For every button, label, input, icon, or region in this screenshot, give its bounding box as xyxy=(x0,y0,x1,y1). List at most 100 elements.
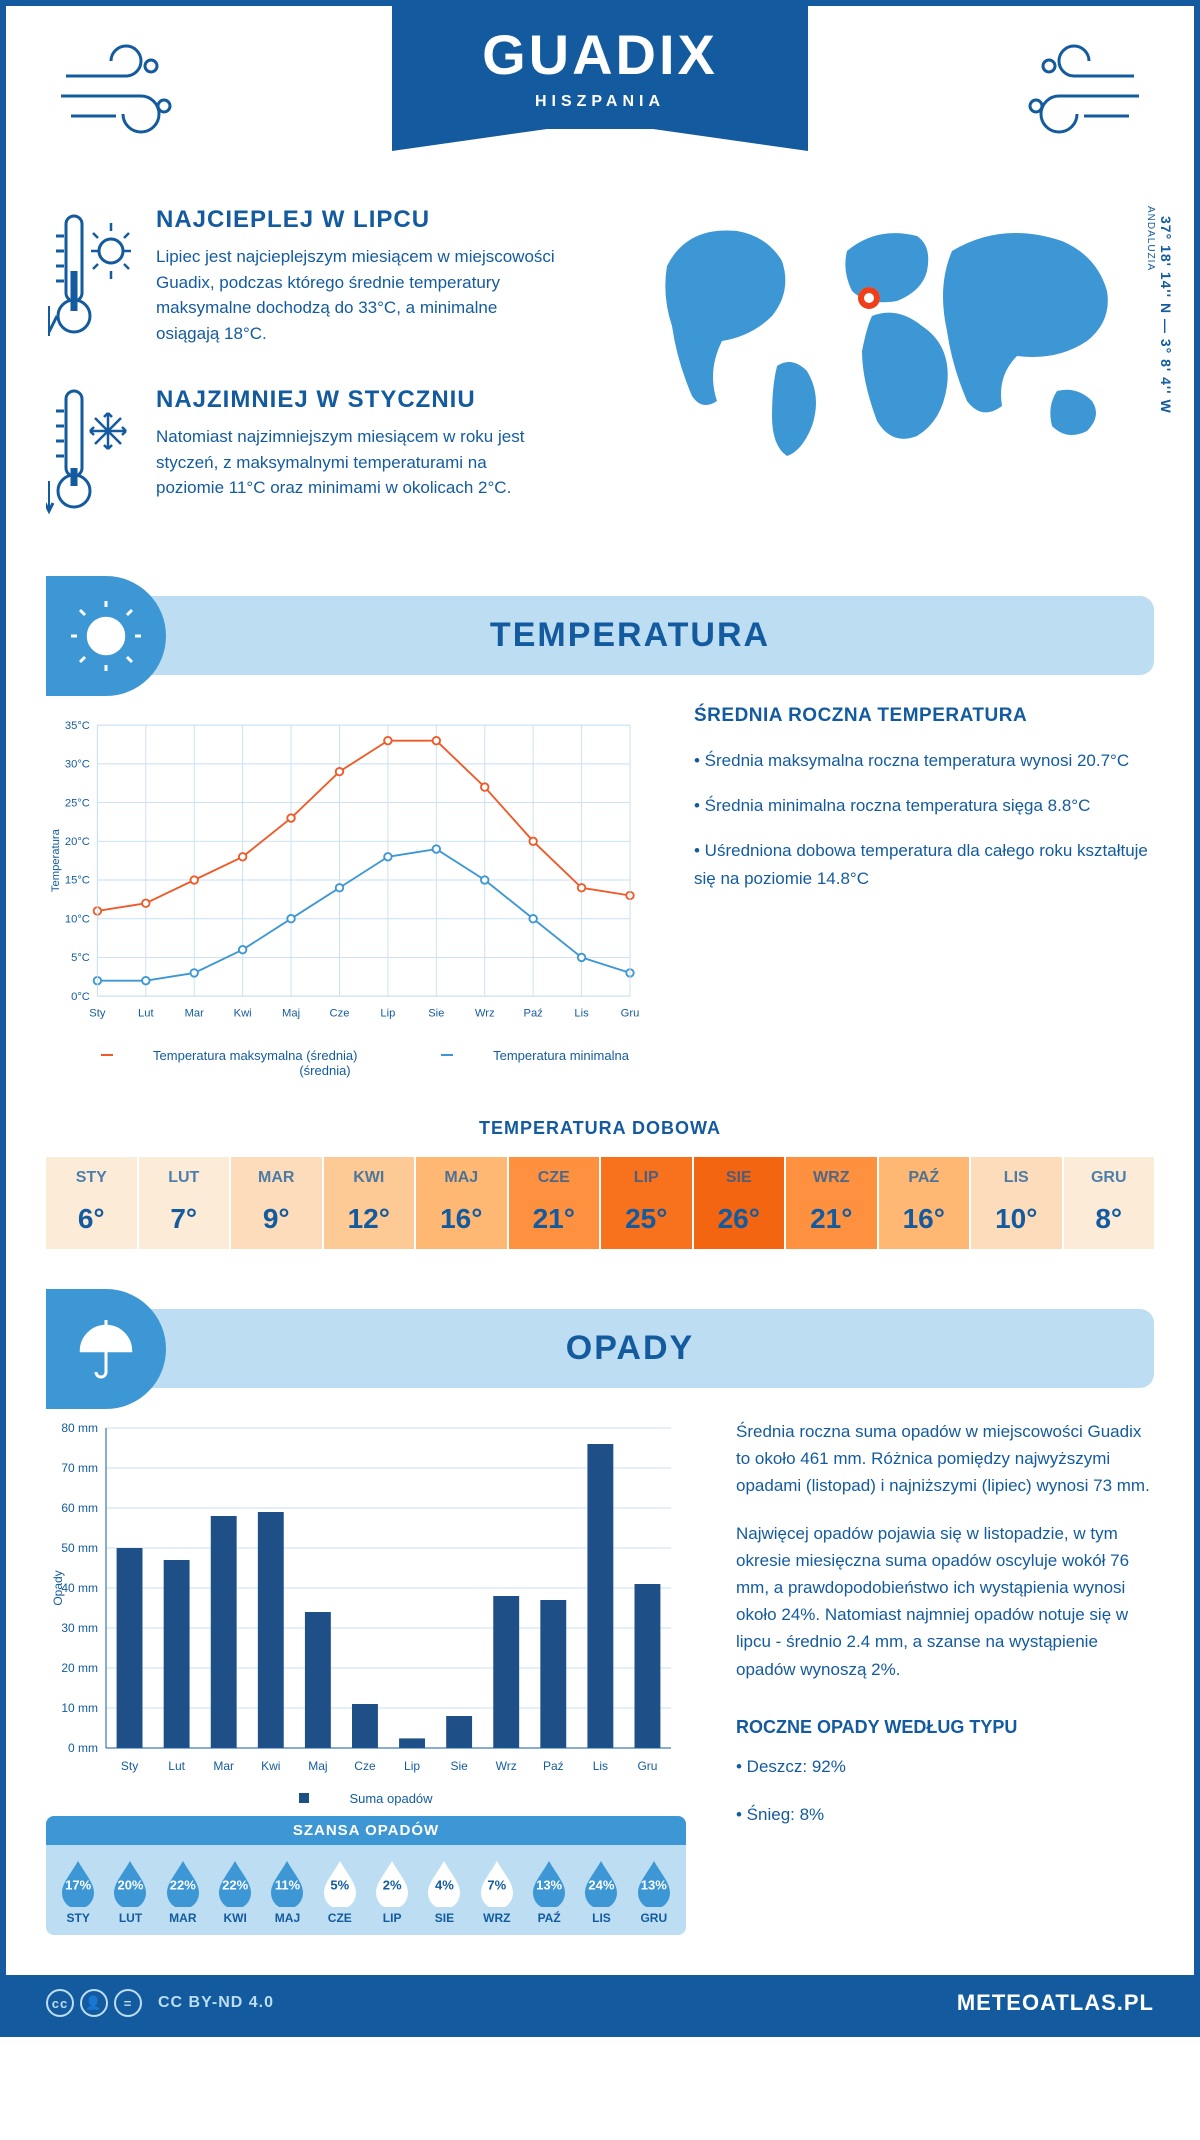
precip-bar-chart: 0 mm10 mm20 mm30 mm40 mm50 mm60 mm70 mm8… xyxy=(46,1418,686,1778)
svg-text:Paź: Paź xyxy=(523,1008,543,1020)
temp-bullet-1: • Średnia minimalna roczna temperatura s… xyxy=(694,792,1154,819)
precip-chance-panel: SZANSA OPADÓW 17% STY 20% LUT 22% MAR 22… xyxy=(46,1816,686,1935)
svg-text:Kwi: Kwi xyxy=(234,1008,252,1020)
daily-cell: GRU8° xyxy=(1064,1157,1155,1249)
wind-deco-left-icon xyxy=(56,36,196,146)
header: GUADIX HISZPANIA xyxy=(46,6,1154,176)
coldest-block: NAJZIMNIEJ W STYCZNIU Natomiast najzimni… xyxy=(46,386,580,516)
svg-text:80 mm: 80 mm xyxy=(61,1421,98,1435)
precip-type-0: • Deszcz: 92% xyxy=(736,1753,1154,1780)
temperature-heading: TEMPERATURA xyxy=(46,596,1154,675)
svg-text:Gru: Gru xyxy=(637,1759,657,1773)
svg-text:Lut: Lut xyxy=(138,1008,154,1020)
svg-text:Sty: Sty xyxy=(121,1759,138,1773)
wind-deco-right-icon xyxy=(1004,36,1144,146)
svg-text:30°C: 30°C xyxy=(65,759,90,771)
page: GUADIX HISZPANIA xyxy=(0,0,1200,2037)
svg-text:40 mm: 40 mm xyxy=(61,1581,98,1595)
svg-text:Mar: Mar xyxy=(213,1759,234,1773)
svg-text:Wrz: Wrz xyxy=(496,1759,517,1773)
umbrella-badge-icon xyxy=(46,1289,166,1409)
svg-text:Sty: Sty xyxy=(89,1008,106,1020)
cc-icon: cc xyxy=(46,1989,74,2017)
svg-text:10°C: 10°C xyxy=(65,913,90,925)
intro-section: NAJCIEPLEJ W LIPCU Lipiec jest najcieple… xyxy=(46,206,1154,556)
svg-text:Sie: Sie xyxy=(428,1008,444,1020)
title-ribbon: GUADIX HISZPANIA xyxy=(392,0,808,129)
coldest-body: Natomiast najzimniejszym miesiącem w rok… xyxy=(156,424,556,501)
precip-body: 0 mm10 mm20 mm30 mm40 mm50 mm60 mm70 mm8… xyxy=(46,1418,1154,1935)
precip-para-2: Najwięcej opadów pojawia się w listopadz… xyxy=(736,1520,1154,1683)
svg-text:20 mm: 20 mm xyxy=(61,1661,98,1675)
svg-text:10 mm: 10 mm xyxy=(61,1701,98,1715)
legend-max: Temperatura maksymalna (średnia) xyxy=(153,1048,357,1063)
svg-text:Lip: Lip xyxy=(404,1759,420,1773)
svg-text:Wrz: Wrz xyxy=(475,1008,495,1020)
thermometer-hot-icon xyxy=(46,206,136,346)
daily-cell: LUT7° xyxy=(139,1157,232,1249)
svg-text:Cze: Cze xyxy=(330,1008,350,1020)
coldest-title: NAJZIMNIEJ W STYCZNIU xyxy=(156,386,556,414)
svg-text:25°C: 25°C xyxy=(65,797,90,809)
daily-cell: MAR9° xyxy=(231,1157,324,1249)
temperature-chart-area: 0°C5°C10°C15°C20°C25°C30°C35°CStyLutMarK… xyxy=(46,705,644,1078)
footer: cc 👤 = CC BY-ND 4.0 METEOATLAS.PL xyxy=(6,1975,1194,2031)
svg-text:Sie: Sie xyxy=(450,1759,468,1773)
temperature-body: 0°C5°C10°C15°C20°C25°C30°C35°CStyLutMarK… xyxy=(46,705,1154,1078)
by-icon: 👤 xyxy=(80,1989,108,2017)
precip-legend: Suma opadów xyxy=(46,1791,686,1806)
daily-cell: KWI12° xyxy=(324,1157,417,1249)
hottest-title: NAJCIEPLEJ W LIPCU xyxy=(156,206,556,234)
svg-text:60 mm: 60 mm xyxy=(61,1501,98,1515)
chance-cell: 20% LUT xyxy=(104,1859,156,1925)
precip-type-1: • Śnieg: 8% xyxy=(736,1801,1154,1828)
svg-text:Temperatura: Temperatura xyxy=(50,828,62,892)
daily-temp-title: TEMPERATURA DOBOWA xyxy=(46,1118,1154,1139)
precip-types-title: ROCZNE OPADY WEDŁUG TYPU xyxy=(736,1713,1154,1742)
svg-text:Kwi: Kwi xyxy=(261,1759,280,1773)
daily-cell: PAŹ16° xyxy=(879,1157,972,1249)
temp-info-title: ŚREDNIA ROCZNA TEMPERATURA xyxy=(694,705,1154,727)
svg-text:Maj: Maj xyxy=(282,1008,300,1020)
svg-text:70 mm: 70 mm xyxy=(61,1461,98,1475)
daily-cell: MAJ16° xyxy=(416,1157,509,1249)
svg-text:0°C: 0°C xyxy=(71,991,90,1003)
svg-text:Lis: Lis xyxy=(593,1759,608,1773)
temperature-info: ŚREDNIA ROCZNA TEMPERATURA • Średnia mak… xyxy=(694,705,1154,1078)
daily-temp-grid: STY6°LUT7°MAR9°KWI12°MAJ16°CZE21°LIP25°S… xyxy=(46,1157,1154,1249)
site-name: METEOATLAS.PL xyxy=(957,1990,1154,2016)
hottest-block: NAJCIEPLEJ W LIPCU Lipiec jest najcieple… xyxy=(46,206,580,346)
daily-cell: LIS10° xyxy=(971,1157,1064,1249)
coords-label: 37° 18' 14'' N — 3° 8' 4'' W xyxy=(1158,216,1174,414)
svg-text:Gru: Gru xyxy=(621,1008,640,1020)
hottest-text: NAJCIEPLEJ W LIPCU Lipiec jest najcieple… xyxy=(156,206,556,346)
license-block: cc 👤 = CC BY-ND 4.0 xyxy=(46,1989,274,2017)
precip-chart-area: 0 mm10 mm20 mm30 mm40 mm50 mm60 mm70 mm8… xyxy=(46,1418,686,1935)
license-text: CC BY-ND 4.0 xyxy=(158,1994,274,2012)
precip-heading: OPADY xyxy=(46,1309,1154,1388)
chance-cell: 7% WRZ xyxy=(471,1859,523,1925)
precip-info: Średnia roczna suma opadów w miejscowośc… xyxy=(736,1418,1154,1935)
precip-title: OPADY xyxy=(106,1309,1154,1388)
temperature-line-chart: 0°C5°C10°C15°C20°C25°C30°C35°CStyLutMarK… xyxy=(46,705,644,1035)
daily-cell: WRZ21° xyxy=(786,1157,879,1249)
daily-cell: STY6° xyxy=(46,1157,139,1249)
svg-text:Cze: Cze xyxy=(354,1759,376,1773)
svg-text:Lip: Lip xyxy=(380,1008,395,1020)
chance-cell: 22% MAR xyxy=(157,1859,209,1925)
world-map-icon xyxy=(620,206,1154,466)
chance-cell: 17% STY xyxy=(52,1859,104,1925)
precip-para-1: Średnia roczna suma opadów w miejscowośc… xyxy=(736,1418,1154,1500)
chance-cell: 11% MAJ xyxy=(261,1859,313,1925)
chance-cell: 4% SIE xyxy=(418,1859,470,1925)
chance-cell: 5% CZE xyxy=(314,1859,366,1925)
daily-cell: LIP25° xyxy=(601,1157,694,1249)
temperature-title: TEMPERATURA xyxy=(106,596,1154,675)
temp-bullet-2: • Uśredniona dobowa temperatura dla całe… xyxy=(694,837,1154,891)
thermometer-cold-icon xyxy=(46,386,136,516)
chance-cell: 22% KWI xyxy=(209,1859,261,1925)
chance-cell: 24% LIS xyxy=(575,1859,627,1925)
chance-cell: 13% GRU xyxy=(628,1859,680,1925)
temp-bullet-0: • Średnia maksymalna roczna temperatura … xyxy=(694,747,1154,774)
chance-body: 17% STY 20% LUT 22% MAR 22% KWI 11% MAJ xyxy=(46,1845,686,1935)
